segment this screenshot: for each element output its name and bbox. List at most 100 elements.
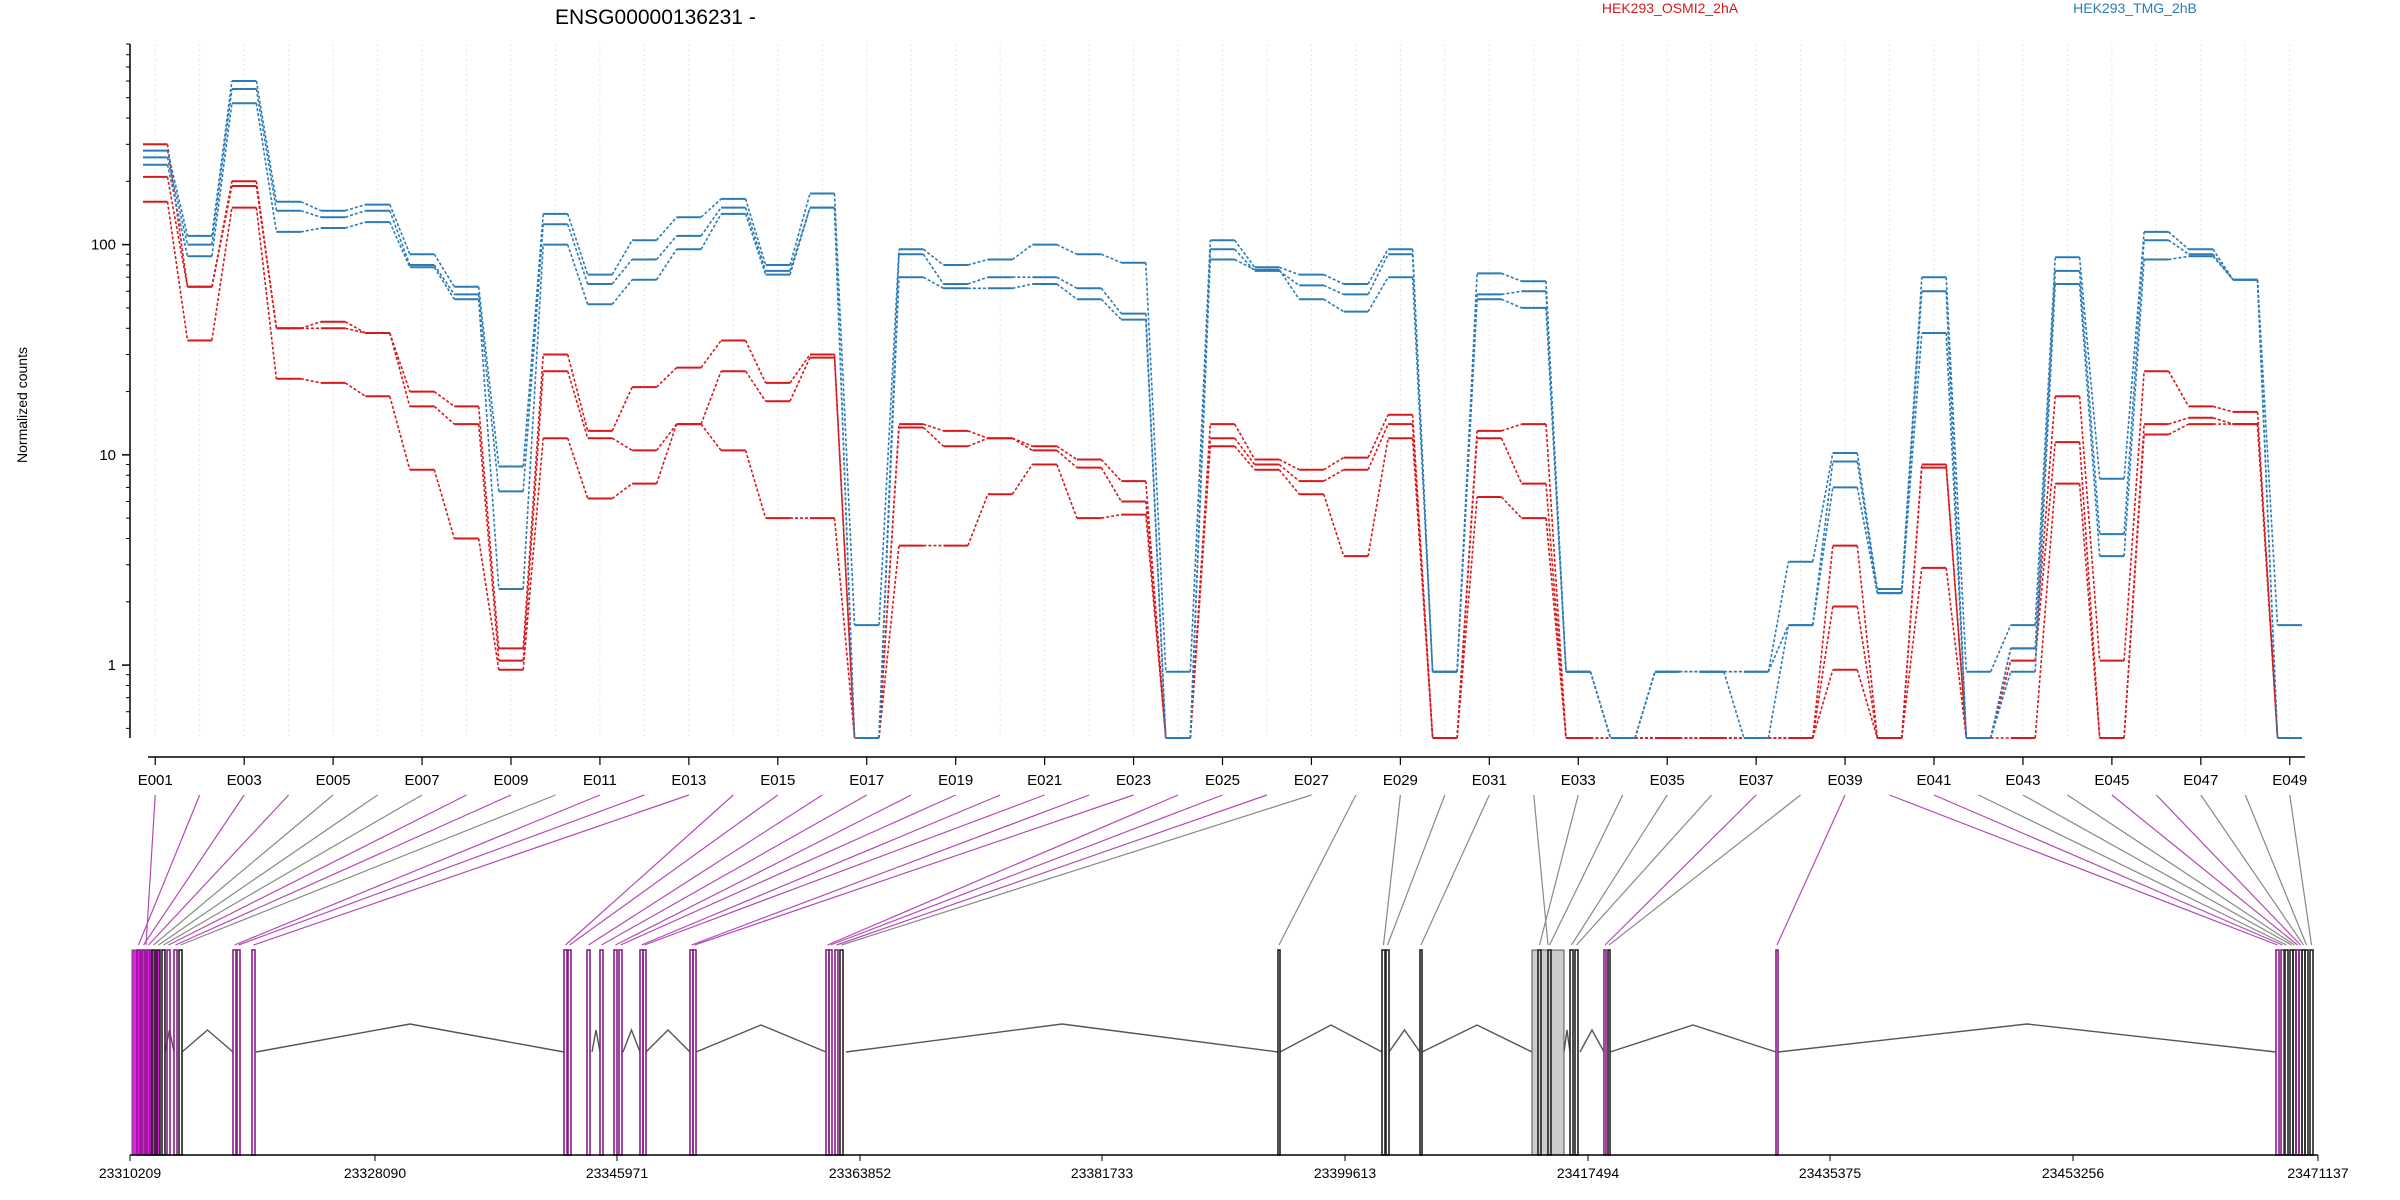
exon-box <box>1419 949 1423 1156</box>
exon-connector <box>234 794 601 946</box>
exon-box <box>1381 949 1386 1156</box>
exon-box <box>1574 949 1579 1156</box>
series-line <box>143 102 2302 739</box>
intron-line <box>1421 1024 1533 1053</box>
exon-box <box>839 949 844 1156</box>
exon-box <box>613 949 618 1156</box>
exon-connector <box>1278 794 1357 946</box>
exon-connector <box>180 794 556 946</box>
series-connector <box>166 80 2279 739</box>
exon-box <box>2309 949 2314 1156</box>
x-tick-label: E009 <box>493 772 528 789</box>
exon-connector <box>694 794 1134 946</box>
exon-connector <box>827 794 1179 946</box>
exon-connector <box>841 794 1312 946</box>
exon-connector <box>2289 794 2313 946</box>
exon-connector <box>1548 794 1624 946</box>
exon-box <box>692 949 697 1156</box>
x-tick-label: E013 <box>671 772 706 789</box>
legend-label: HEK293_OSMI2_2hA <box>1602 0 1739 16</box>
x-tick-label: E011 <box>583 772 617 789</box>
exon-connector <box>1608 794 1801 946</box>
genome-tick-label: 23363852 <box>829 1165 892 1181</box>
x-tick-label: E047 <box>2183 772 2218 789</box>
exon-box <box>618 949 623 1156</box>
intron-line <box>1777 1023 2277 1053</box>
y-tick-label: 1 <box>108 657 116 674</box>
intron-line <box>622 1028 641 1053</box>
x-tick-label: E045 <box>2094 772 2129 789</box>
x-tick-label: E039 <box>1828 772 1863 789</box>
gene-model <box>129 949 2319 1161</box>
exon-connector <box>2022 794 2292 946</box>
gridlines <box>154 44 2291 738</box>
genome-tick-label: 23435375 <box>1799 1165 1862 1181</box>
legend-label: HEK293_TMG_2hB <box>2073 0 2197 16</box>
series-connector <box>166 144 2279 739</box>
exon-box <box>828 949 833 1156</box>
genome-tick-label: 23417494 <box>1557 1165 1620 1181</box>
exon-connector <box>1570 794 1668 946</box>
exon-box <box>1277 949 1281 1156</box>
exon-connector <box>569 794 779 946</box>
y-tick-label: 10 <box>99 447 116 464</box>
exon-connector <box>601 794 868 946</box>
x-tick-label: E041 <box>1916 772 1951 789</box>
series-connector <box>166 103 2279 739</box>
exon-box <box>642 949 647 1156</box>
genome-tick-label: 23399613 <box>1314 1165 1377 1181</box>
genome-tick-label: 23328090 <box>344 1165 407 1181</box>
exon-connectors <box>137 794 2313 946</box>
exon-connector <box>1382 794 1401 946</box>
exon-connector <box>175 794 512 946</box>
intron-line <box>1563 1029 1571 1053</box>
y-tick-label: 100 <box>91 237 116 254</box>
exon-connector <box>153 794 334 946</box>
x-tick-label: E017 <box>849 772 884 789</box>
x-tick-label: E001 <box>138 772 173 789</box>
series-line <box>143 143 2302 739</box>
x-tick-label: E007 <box>405 772 440 789</box>
intron-line <box>255 1023 565 1053</box>
genome-tick-label: 23345971 <box>586 1165 649 1181</box>
exon-connector <box>2111 794 2298 946</box>
exon-box <box>166 949 171 1156</box>
x-tick-label: E023 <box>1116 772 1151 789</box>
exon-connector <box>253 794 690 946</box>
exon-box <box>567 949 572 1156</box>
exon-box <box>173 949 178 1156</box>
exon-connector <box>830 794 1223 946</box>
exon-box <box>236 949 241 1156</box>
x-tick-label: E015 <box>760 772 795 789</box>
exon-connector <box>168 794 467 946</box>
x-tick-label: E029 <box>1383 772 1418 789</box>
x-tick-label: E021 <box>1027 772 1062 789</box>
exon-connector <box>2067 794 2295 946</box>
intron-line <box>181 1029 234 1053</box>
series-connector <box>166 176 2279 739</box>
exon-connector <box>1576 794 1713 946</box>
genome-tick-label: 23453256 <box>2042 1165 2105 1181</box>
intron-line <box>845 1023 1279 1053</box>
exon-box <box>178 949 183 1156</box>
exon-connector <box>620 794 956 946</box>
exon-box <box>161 949 166 1156</box>
exon-connector <box>2155 794 2301 946</box>
intron-line <box>695 1024 827 1053</box>
exon-connector <box>163 794 423 946</box>
exon-connector <box>1386 794 1446 946</box>
exon-box <box>251 949 256 1156</box>
intron-line <box>1388 1028 1421 1053</box>
exon-connector <box>143 794 245 946</box>
x-tick-label: E025 <box>1205 772 1240 789</box>
exon-box <box>131 949 161 1156</box>
exon-connector <box>588 794 823 946</box>
exon-box <box>232 949 237 1156</box>
exon-connector <box>158 794 378 946</box>
exon-connector <box>1420 794 1490 946</box>
x-tick-label: E005 <box>316 772 351 789</box>
genome-tick-label: 23471137 <box>2287 1165 2348 1181</box>
x-tick-label: E049 <box>2272 772 2307 789</box>
exon-box <box>2284 949 2289 1156</box>
